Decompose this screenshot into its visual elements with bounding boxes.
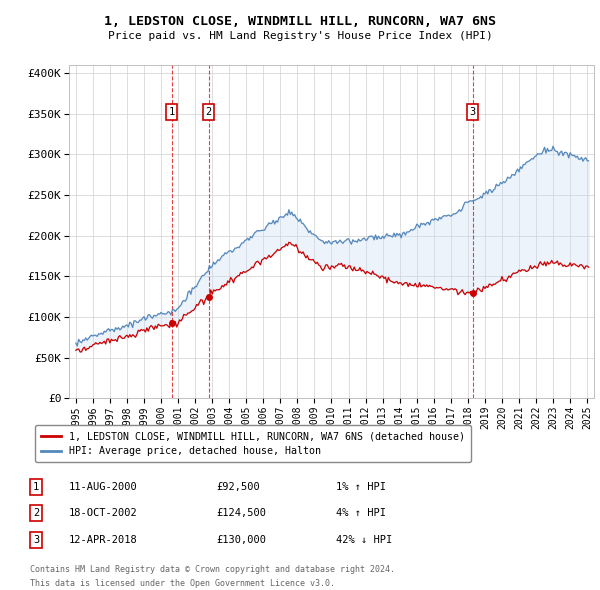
Legend: 1, LEDSTON CLOSE, WINDMILL HILL, RUNCORN, WA7 6NS (detached house), HPI: Average: 1, LEDSTON CLOSE, WINDMILL HILL, RUNCORN… — [35, 425, 471, 463]
Text: 12-APR-2018: 12-APR-2018 — [69, 535, 138, 545]
Text: £124,500: £124,500 — [216, 509, 266, 518]
Text: 1: 1 — [169, 107, 175, 117]
Text: 3: 3 — [33, 535, 39, 545]
Text: £130,000: £130,000 — [216, 535, 266, 545]
Text: This data is licensed under the Open Government Licence v3.0.: This data is licensed under the Open Gov… — [30, 579, 335, 588]
Text: 4% ↑ HPI: 4% ↑ HPI — [336, 509, 386, 518]
Text: 11-AUG-2000: 11-AUG-2000 — [69, 482, 138, 491]
Text: 2: 2 — [33, 509, 39, 518]
Text: 1: 1 — [33, 482, 39, 491]
Text: 3: 3 — [470, 107, 476, 117]
Text: 1, LEDSTON CLOSE, WINDMILL HILL, RUNCORN, WA7 6NS: 1, LEDSTON CLOSE, WINDMILL HILL, RUNCORN… — [104, 15, 496, 28]
Text: Price paid vs. HM Land Registry's House Price Index (HPI): Price paid vs. HM Land Registry's House … — [107, 31, 493, 41]
Text: 1% ↑ HPI: 1% ↑ HPI — [336, 482, 386, 491]
Text: Contains HM Land Registry data © Crown copyright and database right 2024.: Contains HM Land Registry data © Crown c… — [30, 565, 395, 574]
Text: £92,500: £92,500 — [216, 482, 260, 491]
Text: 2: 2 — [205, 107, 212, 117]
Text: 42% ↓ HPI: 42% ↓ HPI — [336, 535, 392, 545]
Text: 18-OCT-2002: 18-OCT-2002 — [69, 509, 138, 518]
